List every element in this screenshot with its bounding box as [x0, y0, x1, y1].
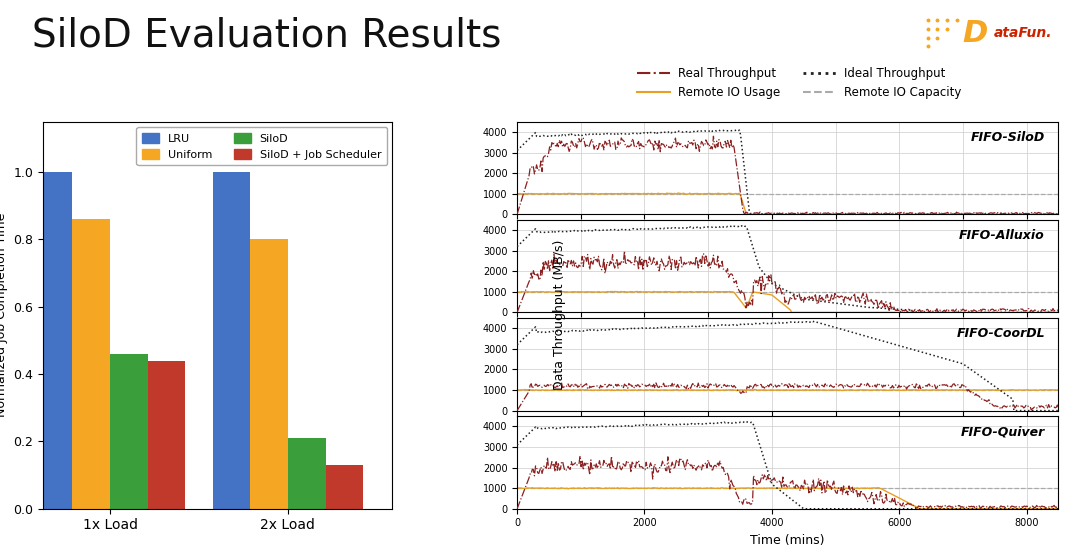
Text: Data Throughput (MB/s): Data Throughput (MB/s)	[553, 240, 566, 390]
Text: ataFun.: ataFun.	[994, 26, 1052, 40]
Bar	[213, 172, 251, 509]
Bar	[325, 465, 363, 509]
Text: FIFO-CoorDL: FIFO-CoorDL	[956, 327, 1044, 340]
Legend: LRU, Uniform, SiloD, SiloD + Job Scheduler: LRU, Uniform, SiloD, SiloD + Job Schedul…	[136, 127, 387, 165]
Bar	[35, 172, 72, 509]
Text: FIFO-Quiver: FIFO-Quiver	[960, 425, 1044, 439]
Text: FIFO-SiloD: FIFO-SiloD	[971, 131, 1044, 144]
Text: SiloD Evaluation Results: SiloD Evaluation Results	[32, 17, 502, 55]
Y-axis label: Normalized Job Completion Time: Normalized Job Completion Time	[0, 213, 8, 418]
Bar	[288, 438, 325, 509]
Legend: Real Throughput, Remote IO Usage, Ideal Throughput, Remote IO Capacity: Real Throughput, Remote IO Usage, Ideal …	[633, 62, 966, 103]
Bar	[148, 361, 186, 509]
Text: FIFO-Alluxio: FIFO-Alluxio	[959, 229, 1044, 242]
Text: D: D	[962, 19, 988, 48]
Bar	[251, 239, 288, 509]
X-axis label: Time (mins): Time (mins)	[751, 534, 825, 547]
Bar	[110, 354, 148, 509]
Bar	[72, 220, 110, 509]
